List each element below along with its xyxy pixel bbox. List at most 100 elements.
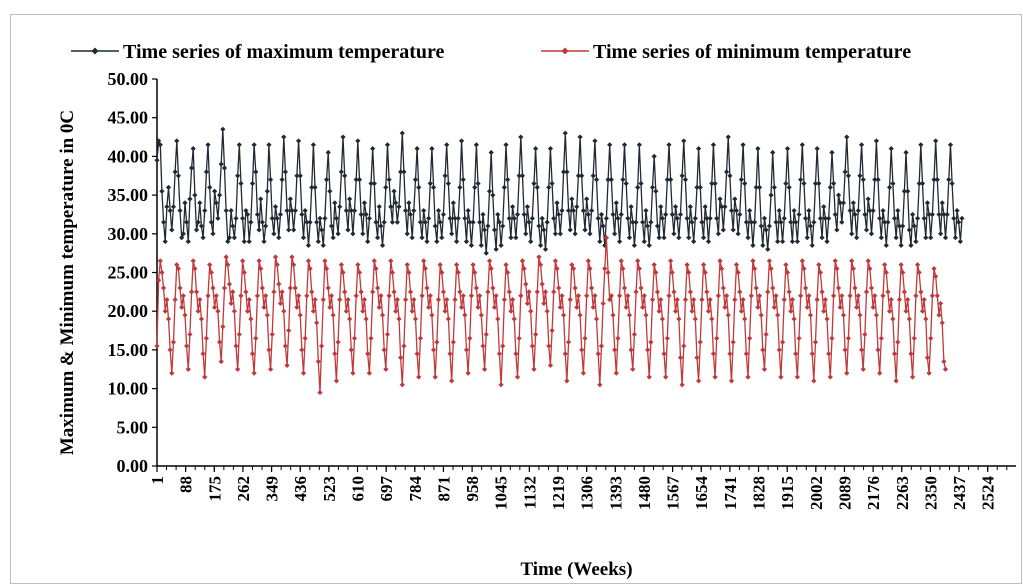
data-point (177, 285, 183, 291)
x-axis: 1 88 175 262 349 436 523 610 697 784 871 958 1045 113… (148, 465, 1016, 510)
data-point (842, 169, 848, 175)
data-point (621, 142, 628, 148)
data-point (179, 235, 185, 241)
data-point (197, 296, 203, 303)
data-point (630, 219, 636, 225)
data-point (722, 304, 728, 310)
data-point (939, 320, 945, 326)
data-point (700, 235, 707, 241)
data-point (931, 177, 937, 183)
data-point (267, 177, 274, 183)
data-point (656, 235, 662, 241)
data-point (491, 304, 498, 310)
data-point (519, 258, 526, 264)
data-point (287, 196, 293, 202)
data-point (643, 312, 649, 318)
data-point (422, 266, 428, 272)
data-point (641, 293, 647, 299)
data-point (577, 134, 583, 140)
data-point (203, 335, 209, 341)
data-point (707, 296, 713, 303)
data-point (200, 351, 206, 357)
x-tick-label: 88 (177, 476, 196, 493)
data-point (747, 207, 753, 214)
data-point (366, 370, 372, 376)
data-point (488, 266, 494, 272)
data-point (327, 188, 333, 194)
data-point (600, 223, 606, 229)
data-point (590, 304, 596, 310)
data-point (154, 343, 160, 349)
data-point (865, 258, 871, 264)
data-point (393, 200, 399, 206)
data-point (570, 207, 577, 214)
data-point (243, 207, 249, 214)
data-point (572, 231, 578, 237)
data-point (505, 269, 511, 276)
data-point (644, 223, 651, 229)
data-point (457, 289, 463, 295)
data-point (537, 262, 544, 268)
data-point (938, 231, 944, 237)
data-point (468, 293, 475, 299)
data-point (872, 177, 878, 183)
data-point (537, 242, 544, 249)
data-point (473, 142, 479, 148)
data-point (277, 300, 284, 307)
data-point (281, 134, 287, 140)
data-point (891, 215, 898, 221)
data-point (789, 296, 796, 303)
data-point (374, 285, 381, 291)
data-point (704, 215, 710, 221)
data-point (426, 215, 432, 221)
data-point (159, 269, 165, 276)
data-point (289, 254, 295, 260)
data-point (569, 262, 575, 268)
data-point (226, 235, 233, 241)
data-point (636, 266, 642, 272)
data-point (620, 177, 626, 183)
data-point (495, 316, 501, 322)
data-point (854, 304, 860, 310)
data-point (625, 215, 631, 221)
data-point (243, 289, 249, 295)
data-point (444, 296, 450, 303)
data-point (852, 211, 858, 218)
data-point (812, 339, 819, 345)
y-axis-label: Maximum & Minimum temperature in 0C (57, 110, 78, 455)
data-point (542, 246, 549, 252)
data-point (615, 335, 621, 341)
data-point (264, 188, 270, 194)
data-point (185, 366, 191, 372)
data-point (447, 351, 453, 357)
data-point (801, 180, 807, 187)
data-point (169, 227, 175, 233)
data-point (416, 184, 422, 190)
data-point (276, 235, 282, 241)
data-point (162, 308, 168, 314)
data-point (878, 235, 884, 241)
data-point (401, 343, 407, 349)
data-point (661, 351, 667, 357)
data-point (386, 177, 392, 183)
data-point (521, 266, 527, 272)
data-point (493, 246, 499, 252)
data-point (305, 258, 312, 264)
data-point (691, 296, 697, 303)
data-point (500, 343, 506, 349)
data-point (432, 374, 438, 380)
x-tick-label: 784 (406, 476, 425, 502)
data-point (439, 235, 445, 241)
data-point (338, 262, 344, 268)
data-point (333, 215, 340, 221)
data-point (751, 266, 758, 272)
data-point (244, 211, 251, 218)
data-point (686, 235, 692, 241)
data-point (857, 173, 863, 179)
data-point (427, 293, 433, 299)
data-point (192, 266, 198, 272)
data-point (923, 316, 929, 322)
x-tick-label: 1480 (635, 476, 654, 510)
data-point (710, 351, 717, 357)
data-point (481, 227, 488, 233)
